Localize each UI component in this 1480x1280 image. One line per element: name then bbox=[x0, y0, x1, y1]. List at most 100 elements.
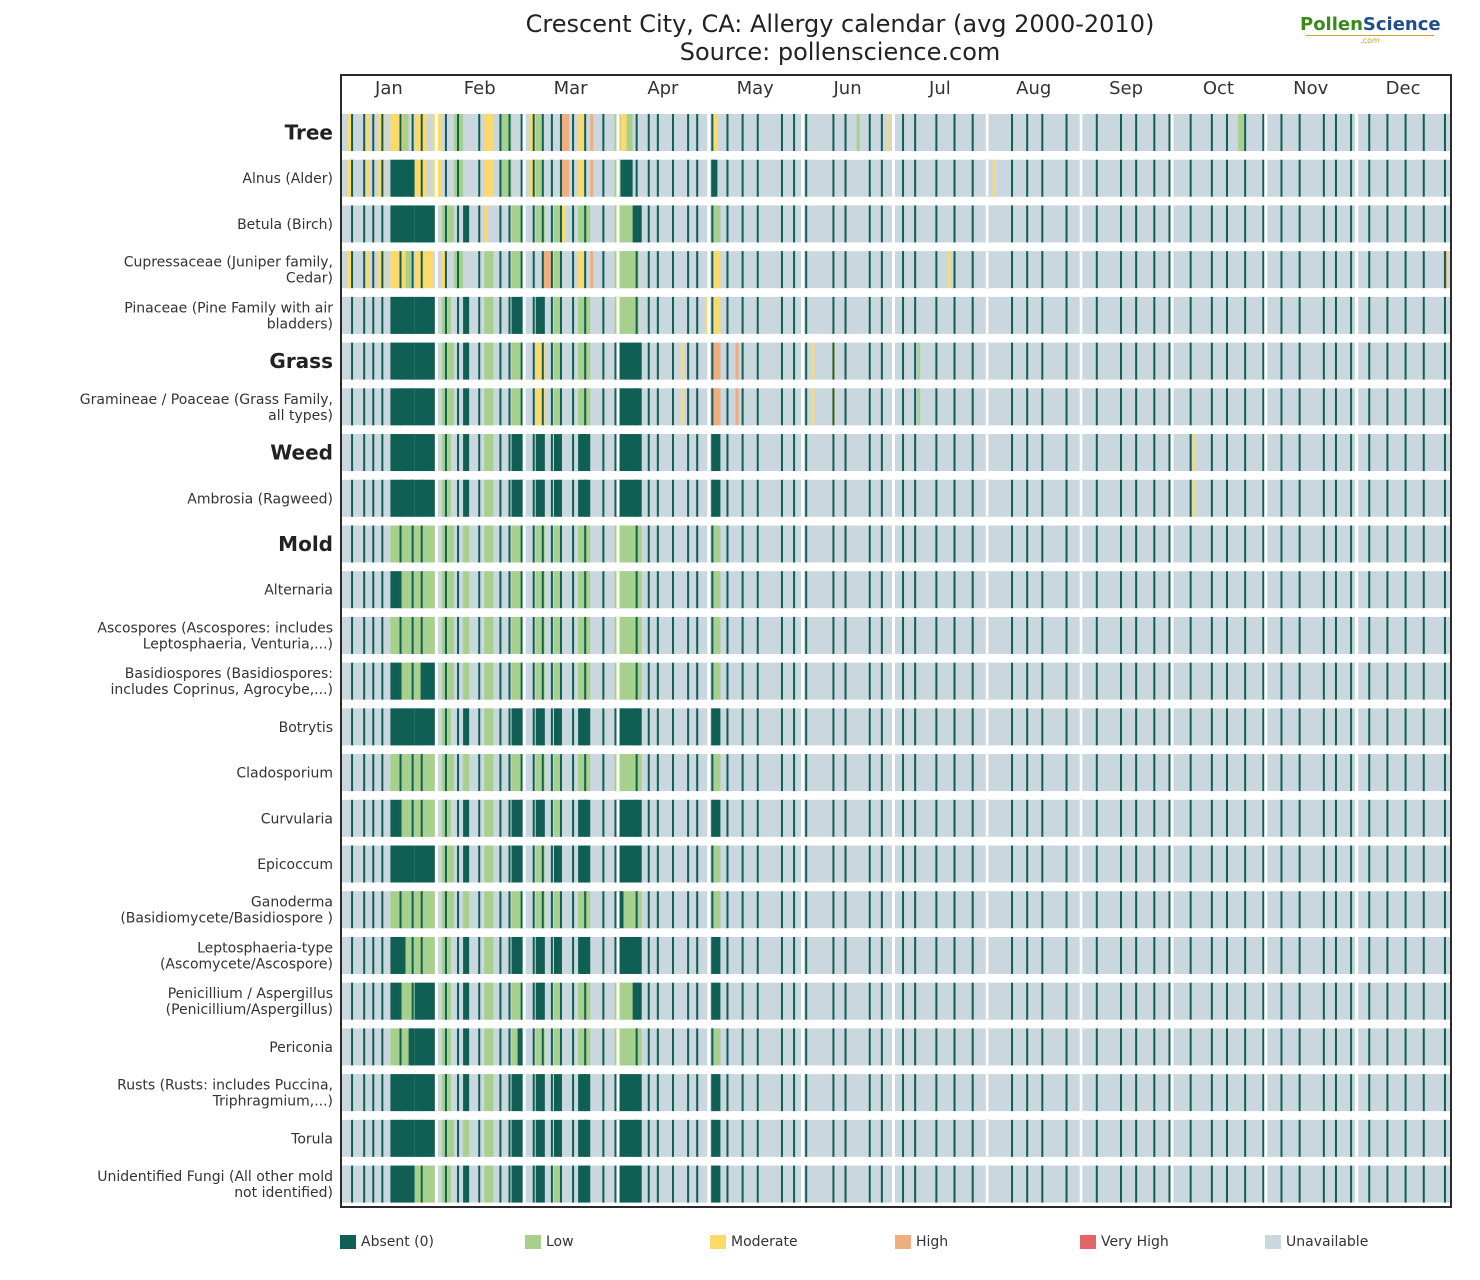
day-marker bbox=[656, 525, 659, 563]
day-marker bbox=[1026, 845, 1029, 883]
day-marker bbox=[1120, 479, 1123, 517]
day-marker bbox=[1350, 754, 1353, 792]
day-cell bbox=[484, 342, 494, 380]
day-marker bbox=[971, 159, 974, 197]
day-marker bbox=[1404, 525, 1407, 563]
day-marker bbox=[1368, 205, 1371, 243]
day-marker bbox=[1210, 251, 1213, 289]
month-separator bbox=[1355, 891, 1359, 929]
day-marker bbox=[726, 1028, 729, 1066]
day-marker bbox=[1262, 388, 1265, 426]
day-marker bbox=[953, 205, 956, 243]
day-marker bbox=[1135, 159, 1138, 197]
day-marker bbox=[832, 205, 835, 243]
day-marker bbox=[1026, 708, 1029, 746]
day-marker bbox=[1334, 936, 1337, 974]
day-marker bbox=[1386, 342, 1389, 380]
day-marker bbox=[499, 936, 502, 974]
day-marker bbox=[1095, 205, 1098, 243]
day-marker bbox=[741, 571, 744, 609]
day-marker bbox=[935, 1119, 938, 1157]
day-marker bbox=[635, 616, 638, 654]
day-marker bbox=[1322, 479, 1325, 517]
month-separator bbox=[985, 1028, 989, 1066]
day-cell bbox=[553, 1119, 560, 1157]
day-marker bbox=[1189, 434, 1192, 472]
day-marker bbox=[902, 525, 905, 563]
day-marker bbox=[1041, 845, 1044, 883]
day-cell bbox=[414, 1074, 436, 1112]
month-separator bbox=[707, 754, 711, 792]
day-marker bbox=[687, 982, 690, 1020]
day-marker bbox=[844, 936, 847, 974]
day-marker bbox=[726, 982, 729, 1020]
day-marker bbox=[868, 342, 871, 380]
day-marker bbox=[351, 159, 354, 197]
day-marker bbox=[532, 296, 535, 334]
day-marker bbox=[363, 616, 366, 654]
day-marker bbox=[1404, 982, 1407, 1020]
day-marker bbox=[1135, 708, 1138, 746]
day-marker bbox=[1262, 251, 1265, 289]
day-marker bbox=[935, 616, 938, 654]
day-marker bbox=[1210, 936, 1213, 974]
day-marker bbox=[656, 159, 659, 197]
day-marker bbox=[1095, 159, 1098, 197]
day-marker bbox=[793, 936, 796, 974]
day-marker bbox=[832, 296, 835, 334]
day-marker bbox=[1225, 571, 1228, 609]
day-marker bbox=[602, 754, 605, 792]
day-cell bbox=[535, 479, 545, 517]
day-cell bbox=[535, 891, 545, 929]
day-marker bbox=[1189, 114, 1192, 151]
day-cell bbox=[484, 1074, 494, 1112]
day-cell bbox=[811, 388, 815, 426]
day-marker bbox=[647, 754, 650, 792]
day-marker bbox=[411, 662, 414, 700]
day-marker bbox=[711, 434, 714, 472]
day-marker bbox=[1026, 205, 1029, 243]
month-separator bbox=[1355, 114, 1359, 151]
row-label-line: Gramineae / Poaceae (Grass Family, bbox=[80, 392, 333, 408]
month-separator bbox=[434, 616, 438, 654]
day-marker bbox=[687, 754, 690, 792]
day-marker bbox=[1334, 845, 1337, 883]
day-marker bbox=[1168, 205, 1171, 243]
day-cell bbox=[578, 479, 591, 517]
day-marker bbox=[1386, 388, 1389, 426]
day-cell bbox=[390, 1074, 415, 1112]
day-marker bbox=[399, 845, 402, 883]
day-marker bbox=[584, 525, 587, 563]
row-label-line: Leptosphaeria, Venturia,...) bbox=[143, 636, 333, 652]
month-separator bbox=[522, 1119, 526, 1157]
day-cell bbox=[463, 571, 470, 609]
day-marker bbox=[793, 616, 796, 654]
day-marker bbox=[1244, 114, 1247, 151]
day-marker bbox=[880, 525, 883, 563]
month-separator bbox=[1264, 936, 1268, 974]
day-marker bbox=[1189, 891, 1192, 929]
day-marker bbox=[444, 616, 447, 654]
day-marker bbox=[1168, 708, 1171, 746]
day-marker bbox=[1041, 1028, 1044, 1066]
day-marker bbox=[372, 1028, 375, 1066]
month-separator bbox=[522, 1074, 526, 1112]
month-separator bbox=[1079, 159, 1083, 197]
day-marker bbox=[520, 114, 523, 151]
row-label-line: Cedar) bbox=[286, 271, 333, 287]
day-marker bbox=[647, 799, 650, 837]
day-marker bbox=[1404, 1165, 1407, 1203]
day-marker bbox=[844, 1165, 847, 1203]
month-separator bbox=[1264, 1074, 1268, 1112]
day-marker bbox=[1334, 205, 1337, 243]
day-cell bbox=[681, 342, 685, 380]
row-label: Botrytis bbox=[279, 720, 333, 736]
day-marker bbox=[499, 616, 502, 654]
day-marker bbox=[953, 434, 956, 472]
day-marker bbox=[1280, 891, 1283, 929]
day-marker bbox=[1262, 982, 1265, 1020]
day-cell bbox=[711, 845, 721, 883]
day-marker bbox=[880, 754, 883, 792]
row-bar bbox=[342, 1028, 1450, 1066]
day-marker bbox=[399, 342, 402, 380]
